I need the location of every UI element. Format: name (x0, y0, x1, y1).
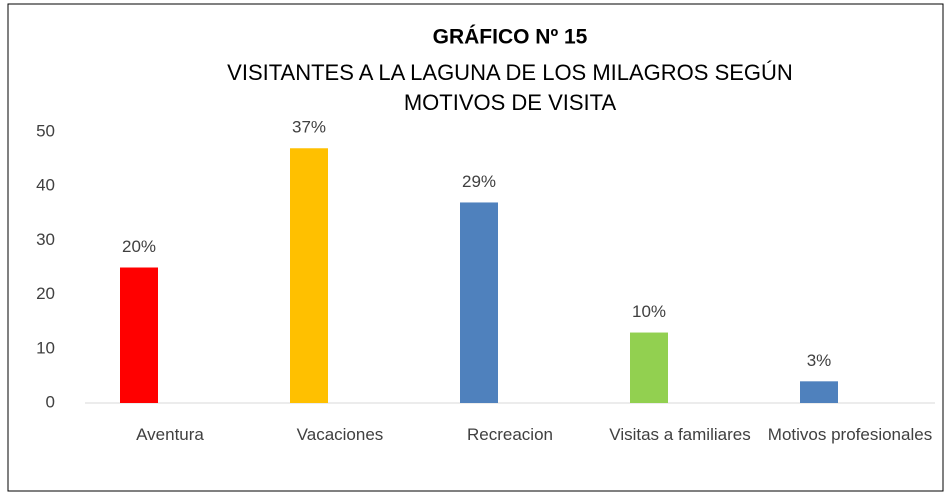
bar (290, 148, 328, 403)
x-tick-label: Recreacion (467, 425, 553, 444)
chart-subtitle: MOTIVOS DE VISITA (404, 90, 617, 115)
bar (800, 381, 838, 403)
data-label: 10% (632, 302, 666, 321)
x-tick-label: Visitas a familiares (609, 425, 751, 444)
data-label: 20% (122, 237, 156, 256)
y-tick-label: 0 (46, 392, 55, 411)
bar (460, 202, 498, 403)
data-label: 37% (292, 118, 326, 137)
chart-subtitle: VISITANTES A LA LAGUNA DE LOS MILAGROS S… (227, 60, 793, 85)
chart-title: GRÁFICO Nº 15 (433, 26, 588, 49)
data-label: 3% (807, 351, 832, 370)
y-tick-label: 50 (36, 121, 55, 140)
bar (120, 267, 158, 403)
bar (630, 332, 668, 403)
y-tick-label: 20 (36, 284, 55, 303)
x-tick-label: Motivos profesionales (767, 425, 933, 444)
data-label: 29% (462, 172, 496, 191)
x-tick-label: Vacaciones (296, 425, 384, 444)
frame (7, 3, 944, 492)
y-tick-label: 10 (36, 338, 55, 357)
y-tick-label: 30 (36, 230, 55, 249)
y-tick-label: 40 (36, 176, 55, 195)
x-tick-label: Aventura (136, 425, 204, 444)
